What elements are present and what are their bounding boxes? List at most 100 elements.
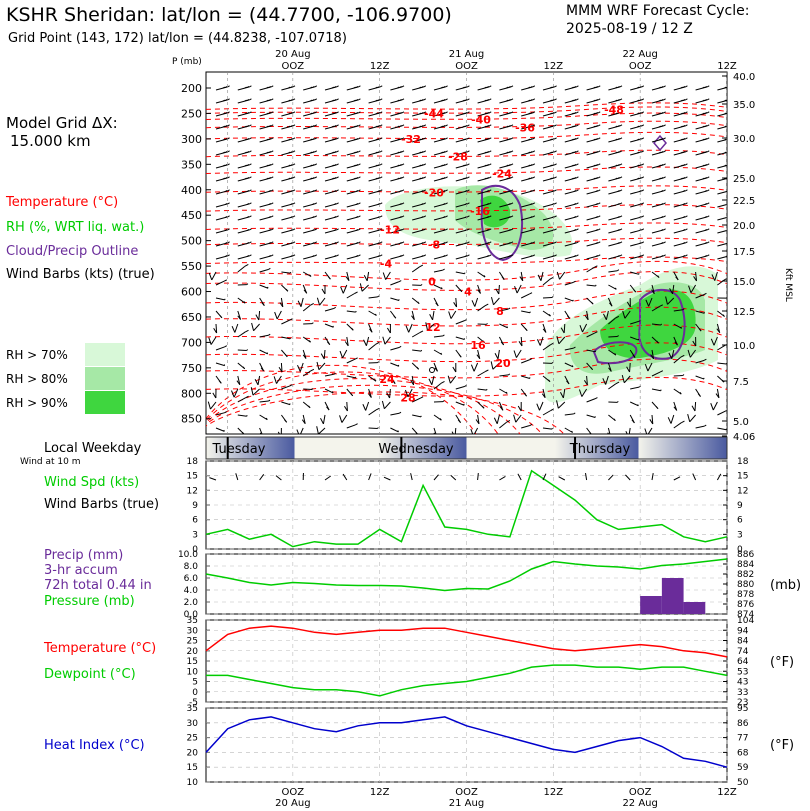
wind-barb-flag <box>224 98 228 101</box>
wind-barb <box>630 111 645 117</box>
wind-barb <box>346 241 361 247</box>
wind-barb <box>673 124 688 130</box>
wind-barb-flag <box>244 264 249 267</box>
wind-barb-flag <box>706 215 710 218</box>
wind-barb <box>521 137 536 143</box>
wind-barb-shaft <box>608 284 617 290</box>
wind-barb-flag <box>375 151 378 154</box>
wind-barb-shaft <box>647 427 653 434</box>
wind-barb-flag <box>377 124 381 127</box>
cross-section-content <box>206 72 731 434</box>
wind-barb <box>651 241 666 247</box>
wind-barb-flag <box>488 85 492 88</box>
wind-barb-flag <box>340 286 344 294</box>
wind-barb-flag <box>309 303 314 306</box>
wind-barb <box>651 228 666 234</box>
wind-speed-right-tick: 12 <box>737 486 748 496</box>
wind-barb-flag <box>289 318 293 321</box>
wind-barb-flag <box>333 124 337 127</box>
wind-barb-flag <box>549 151 553 154</box>
wind-barb <box>390 202 405 208</box>
wind-barb-flag <box>266 86 269 89</box>
wind-barb-flag <box>312 228 315 231</box>
wind-barb-flag <box>399 202 402 205</box>
wind-barb-flag <box>312 189 315 192</box>
wind-barb-flag <box>397 430 399 433</box>
wind-barb-flag <box>336 163 339 166</box>
wind-barb-flag <box>594 331 598 334</box>
wind-barb <box>455 111 470 117</box>
wind-barb-flag <box>350 393 354 397</box>
wind-barb-flag <box>729 138 731 139</box>
wind-barb-flag <box>704 189 708 192</box>
wind-barb <box>433 362 438 372</box>
wind-barb-flag <box>622 310 626 319</box>
wind-barb <box>455 271 466 275</box>
legend-cloud-outline: Cloud/Precip Outline <box>6 244 139 259</box>
surface-wind-barb <box>499 475 506 481</box>
wind-barb-flag <box>442 124 446 127</box>
wind-barb <box>715 388 720 399</box>
wind-barb-shaft <box>252 388 260 396</box>
wind-barb-flag <box>486 176 490 179</box>
wind-barb-flag <box>488 111 492 114</box>
wind-barb <box>404 388 413 398</box>
wind-barb-flag <box>505 151 509 154</box>
wind-barb <box>281 271 292 274</box>
wind-barb <box>237 414 248 417</box>
wind-barb-flag <box>573 254 577 257</box>
heat-index-c-tick: 25 <box>187 734 198 744</box>
wind-barb <box>346 137 361 143</box>
wind-barb <box>346 176 361 182</box>
wind-barb-flag <box>726 164 727 166</box>
wind-barb <box>237 254 252 260</box>
wind-barb-flag <box>227 254 230 257</box>
wind-barb <box>279 297 284 308</box>
wind-barb-flag <box>244 99 247 102</box>
wind-barb-flag <box>548 314 551 317</box>
wind-barb-flag <box>530 150 533 153</box>
wind-barb <box>651 163 666 169</box>
wind-barb-shaft <box>324 323 334 328</box>
wind-barb <box>297 297 304 307</box>
wind-barb-flag <box>659 304 664 307</box>
wind-barb-flag <box>554 176 557 179</box>
wind-barb-flag <box>336 241 339 244</box>
wind-barb-flag <box>314 254 318 257</box>
wind-barb-flag <box>418 177 422 180</box>
wind-barb-shaft <box>300 297 304 307</box>
wind-barb-flag <box>617 269 620 272</box>
wind-barb-flag <box>418 112 422 115</box>
height-tick-label: 10.0 <box>733 341 755 352</box>
wind-barb-flag <box>680 138 683 141</box>
wind-barb <box>281 401 291 406</box>
wind-barb <box>316 297 326 306</box>
wind-barb <box>693 271 698 282</box>
wind-barb-flag <box>333 215 337 218</box>
wind-barb-flag <box>296 429 300 434</box>
wind-barb-flag <box>227 202 230 205</box>
wind-barb <box>586 349 597 353</box>
wind-barb-flag <box>464 176 468 179</box>
wind-barb-flag <box>309 274 312 277</box>
wind-barb <box>495 284 500 295</box>
wind-barb-flag <box>639 189 642 192</box>
wind-barb-flag <box>617 215 620 218</box>
wind-barb-shaft <box>628 427 631 434</box>
wind-barb <box>455 336 465 340</box>
wind-barb <box>673 388 682 395</box>
wind-barb-flag <box>532 254 536 257</box>
wind-barb-flag <box>617 202 620 205</box>
temperature-contour-label: -12 <box>380 223 400 236</box>
wind-barb-flag <box>249 215 252 218</box>
wind-barb-flag <box>224 241 228 244</box>
wind-barb-shaft <box>605 375 609 385</box>
pressure-tick-label: 250 <box>181 107 202 120</box>
wind-barb-flag <box>704 241 708 244</box>
temperature-contour-label: -4 <box>380 258 393 271</box>
wind-barb-flag <box>268 111 272 114</box>
wind-barb <box>490 361 500 370</box>
wind-barb <box>302 271 312 277</box>
wind-barb <box>695 111 710 117</box>
wind-barb-shaft <box>608 270 618 273</box>
